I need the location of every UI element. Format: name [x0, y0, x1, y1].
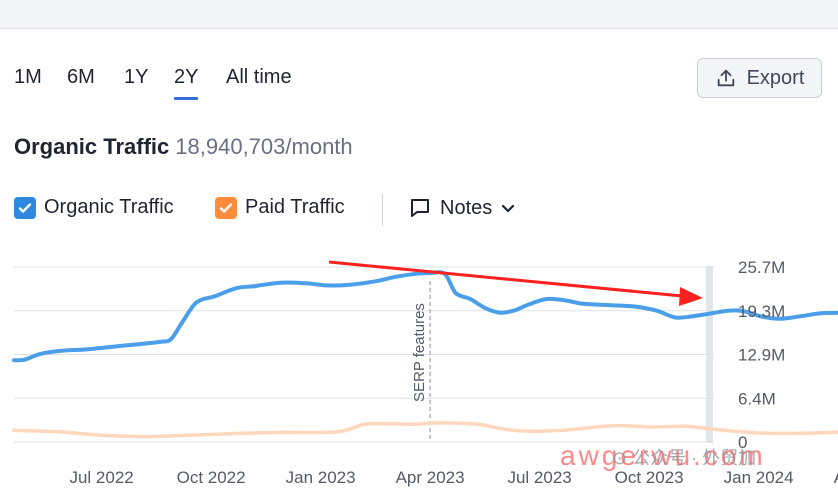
tab-2y[interactable]: 2Y	[174, 66, 199, 100]
top-bar	[0, 0, 838, 29]
series-organic-traffic	[12, 270, 838, 363]
tab-1m[interactable]: 1M	[14, 66, 42, 88]
x-tick-label: Jan 2024	[724, 468, 794, 487]
tab-6m[interactable]: 6M	[67, 66, 95, 88]
export-button[interactable]: Export	[697, 58, 822, 98]
legend-organic-traffic[interactable]: Organic Traffic	[14, 196, 174, 219]
x-tick-label: Jul 2023	[507, 468, 571, 487]
trend-arrow-shaft	[328, 260, 683, 298]
x-tick-label: Oct 2023	[615, 468, 684, 487]
metric-title: Organic Traffic	[14, 134, 170, 159]
serp-annotation-label: SERP features	[411, 303, 428, 402]
paid-checkbox[interactable]	[215, 196, 237, 219]
organic-label: Organic Traffic	[44, 196, 174, 218]
upload-icon	[717, 69, 734, 87]
watermark-text: awgerwu.com	[560, 440, 766, 471]
watermark-wechat: ⊙ 公众号 · 外贸加	[612, 448, 757, 468]
organic-checkbox[interactable]	[14, 196, 36, 219]
y-tick-label: 19.3M	[738, 302, 785, 321]
notes-dropdown[interactable]: Notes	[408, 196, 516, 220]
x-tick-label: Apr 2023	[396, 468, 465, 487]
y-tick-label: 12.9M	[738, 346, 785, 365]
check-icon	[18, 202, 32, 213]
legend-divider	[382, 194, 383, 226]
traffic-chart: SERP features 25.7M 19.3M 12.9M 6.4M 0 Jul 2…	[12, 258, 838, 487]
chevron-down-icon	[502, 204, 515, 213]
legend-paid-traffic[interactable]: Paid Traffic	[215, 196, 345, 219]
y-tick-label: 6.4M	[738, 389, 776, 408]
trend-arrow-head	[679, 287, 703, 306]
tab-all-time[interactable]: All time	[226, 66, 292, 88]
paid-label: Paid Traffic	[245, 196, 345, 218]
note-icon	[411, 199, 429, 217]
tab-1y[interactable]: 1Y	[124, 66, 149, 88]
x-tick-label: Jul 2022	[69, 468, 133, 487]
series-paid-traffic	[12, 421, 838, 439]
x-tick-label: Oct 2022	[177, 468, 246, 487]
notes-label: Notes	[440, 196, 493, 219]
metric-summary: Organic Traffic 18,940,703/month	[14, 134, 353, 160]
x-tick-label: Jan 2023	[286, 468, 356, 487]
y-tick-label: 0	[738, 433, 747, 452]
trend-arrow	[328, 260, 703, 306]
export-label: Export	[746, 66, 805, 89]
x-tick-label: Apr 2024	[834, 468, 838, 487]
metric-value: 18,940,703/month	[175, 134, 353, 159]
y-tick-label: 25.7M	[738, 258, 785, 277]
check-icon	[219, 202, 233, 213]
